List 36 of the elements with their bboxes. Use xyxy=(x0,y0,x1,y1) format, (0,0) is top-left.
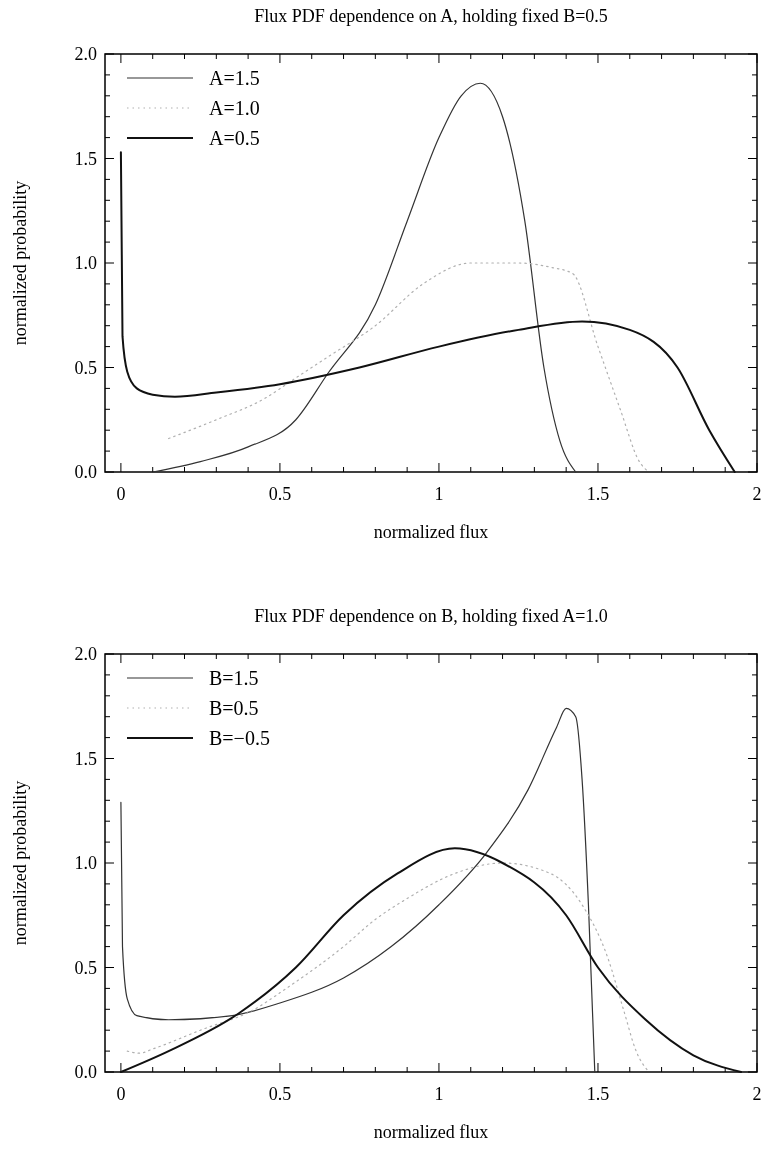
x-axis-title: normalized flux xyxy=(373,1122,489,1142)
y-tick-label: 2.0 xyxy=(74,644,97,664)
y-tick-label: 0.0 xyxy=(74,462,97,482)
line-series xyxy=(168,262,650,473)
y-tick-label: 2.0 xyxy=(74,44,97,64)
line-series xyxy=(119,151,736,473)
legend-label: B=1.5 xyxy=(209,667,259,689)
y-tick-label: 0.5 xyxy=(74,957,97,978)
x-tick-label: 1 xyxy=(434,484,444,504)
x-tick-label: 1.5 xyxy=(586,484,610,504)
x-tick-label: 1.5 xyxy=(586,1084,610,1104)
line-series xyxy=(119,847,743,1073)
x-tick-label: 2 xyxy=(752,1084,762,1104)
legend-label: B=−0.5 xyxy=(209,727,270,749)
x-tick-label: 0.5 xyxy=(268,484,292,504)
y-tick-label: 1.5 xyxy=(74,148,97,169)
legend-label: A=1.0 xyxy=(209,97,260,119)
legend-label: A=1.5 xyxy=(209,67,260,89)
x-tick-label: 1 xyxy=(434,1084,444,1104)
legend-label: A=0.5 xyxy=(209,127,260,149)
y-tick-label: 0.0 xyxy=(74,1062,97,1082)
chart-title: Flux PDF dependence on A, holding fixed B=0.5 xyxy=(254,6,608,26)
x-tick-label: 0 xyxy=(116,1084,126,1104)
y-tick-label: 1.0 xyxy=(74,853,97,873)
legend-label: B=0.5 xyxy=(209,697,259,719)
y-axis-title: normalized probability xyxy=(10,780,30,946)
y-axis-title: normalized probability xyxy=(10,180,30,346)
chart-title: Flux PDF dependence on B, holding fixed A=1.0 xyxy=(254,606,608,626)
x-tick-label: 0.5 xyxy=(268,1084,292,1104)
y-tick-label: 1.5 xyxy=(74,748,97,769)
y-tick-label: 1.0 xyxy=(74,253,97,273)
line-series xyxy=(126,862,650,1073)
x-tick-label: 0 xyxy=(116,484,126,504)
x-axis-title: normalized flux xyxy=(373,522,489,542)
x-tick-label: 2 xyxy=(752,484,762,504)
y-tick-label: 0.5 xyxy=(74,357,97,378)
